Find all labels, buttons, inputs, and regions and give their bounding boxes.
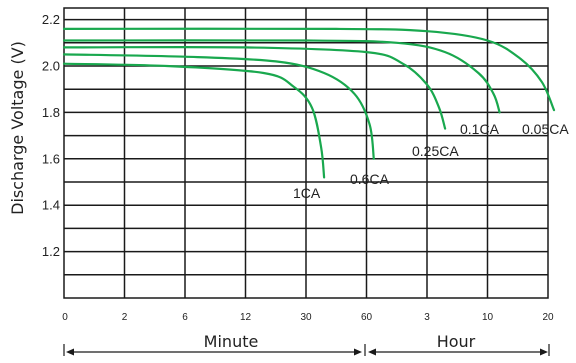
x-tick-label: 60 bbox=[361, 312, 373, 323]
hour-span-left-arrowhead bbox=[368, 348, 376, 356]
x-tick-label: 30 bbox=[300, 312, 312, 323]
grid-layer bbox=[63, 7, 549, 299]
y-tick-label: 1.2 bbox=[42, 244, 60, 259]
discharge-curve-0-05ca bbox=[62, 27, 556, 112]
x-axis-ticks: 0 2 6 12 30 60 3 10 20 bbox=[62, 312, 554, 323]
y-tick-label: 1.6 bbox=[42, 151, 60, 166]
series-label-0-05ca: 0.05CA bbox=[522, 121, 569, 137]
x-tick-label: 3 bbox=[424, 312, 430, 323]
series-label-1ca: 1CA bbox=[293, 185, 321, 201]
y-tick-label: 1.8 bbox=[42, 105, 60, 120]
y-axis-label: Discharge Voltage (V) bbox=[8, 41, 27, 215]
series-label-0-25ca: 0.25CA bbox=[412, 143, 459, 159]
x-tick-label: 2 bbox=[122, 312, 128, 323]
minute-span-label: Minute bbox=[204, 332, 259, 351]
minute-span: Minute bbox=[63, 332, 362, 356]
hour-span: Hour bbox=[364, 332, 550, 356]
y-tick-label: 1.4 bbox=[42, 198, 60, 213]
x-tick-label: 20 bbox=[542, 312, 554, 323]
discharge-curve-0-6ca bbox=[62, 53, 375, 160]
series-label-0-6ca: 0.6CA bbox=[350, 171, 390, 187]
hour-span-right-arrowhead bbox=[540, 348, 548, 356]
minute-span-right-arrowhead bbox=[354, 348, 362, 356]
y-tick-label: 2.2 bbox=[42, 12, 60, 27]
hour-span-label: Hour bbox=[437, 332, 476, 351]
y-tick-label: 2.0 bbox=[42, 59, 60, 74]
series-label-0-1ca: 0.1CA bbox=[460, 121, 500, 137]
x-tick-label: 12 bbox=[240, 312, 252, 323]
x-tick-label: 6 bbox=[182, 312, 188, 323]
y-axis-ticks: 1.2 1.4 1.6 1.8 2.0 2.2 bbox=[42, 12, 60, 259]
x-tick-label: 0 bbox=[62, 312, 68, 323]
discharge-curve-1ca bbox=[62, 62, 326, 179]
discharge-curve-0-1ca bbox=[62, 39, 501, 114]
minute-span-left-arrowhead bbox=[66, 348, 74, 356]
discharge-curve-0-25ca bbox=[62, 45, 447, 130]
x-tick-label: 10 bbox=[482, 312, 494, 323]
curve-layer bbox=[62, 27, 556, 179]
